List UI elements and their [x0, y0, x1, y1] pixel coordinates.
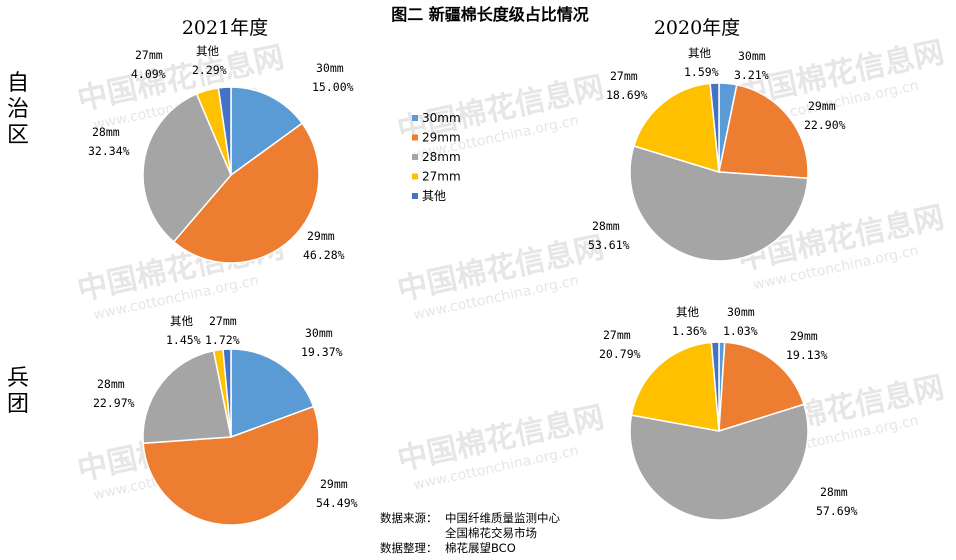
legend-entry: 29mm	[422, 131, 461, 145]
row-label-char: 治	[7, 97, 29, 122]
compiler-line: 棉花展望BCO	[445, 541, 516, 555]
slice-value-label: 32.34%	[88, 144, 130, 158]
slice-name-label: 28mm	[592, 219, 620, 233]
slice-value-label: 1.03%	[723, 324, 758, 338]
pie-chart: 30mm 15.00% 29mm 46.28% 28mm 32.34% 27mm 4.09% 其…	[88, 44, 354, 264]
slice-name-label: 30mm	[727, 305, 755, 319]
pie-slice	[172, 122, 320, 264]
slice-name-label: 27mm	[610, 69, 638, 83]
legend-swatch	[412, 193, 418, 199]
pie-charts: 30mm 15.00% 29mm 46.28% 28mm 32.34% 27mm 4.09% 其…	[88, 44, 858, 526]
source-note: 数据来源： 中国纤维质量监测中心 全国棉花交易市场 数据整理： 棉花展望BCO	[380, 511, 560, 555]
slice-name-label: 29mm	[307, 229, 335, 243]
pie-chart: 30mm 3.21% 29mm 22.90% 28mm 53.61% 27mm 18.69% 其…	[588, 46, 846, 262]
slice-name-label: 29mm	[320, 477, 348, 491]
slice-name-label: 29mm	[790, 329, 818, 343]
slice-value-label: 19.37%	[301, 345, 343, 359]
legend-entry: 30mm	[422, 111, 461, 125]
pie-chart: 30mm 19.37% 29mm 54.49% 28mm 22.97% 27mm 1.72% 其…	[93, 314, 358, 526]
row-label-autonomous-region: 自治区	[7, 71, 29, 148]
legend: 30mm 29mm 28mm 27mm 其他	[412, 111, 461, 203]
slice-name-label: 28mm	[97, 377, 125, 391]
slice-name-label: 27mm	[209, 314, 237, 328]
slice-name-label: 27mm	[603, 328, 631, 342]
slice-value-label: 57.69%	[816, 504, 858, 518]
slice-value-label: 4.09%	[131, 67, 166, 81]
pie-slice	[230, 348, 315, 439]
slice-value-label: 54.49%	[316, 496, 358, 510]
slice-value-label: 1.59%	[684, 65, 719, 79]
slice-name-label: 30mm	[738, 49, 766, 63]
slice-name-label: 28mm	[92, 125, 120, 139]
legend-swatch	[412, 115, 418, 121]
source-line-1: 中国纤维质量监测中心	[445, 511, 560, 525]
slice-name-label: 29mm	[808, 99, 836, 113]
legend-entry: 28mm	[422, 150, 461, 164]
pie-slice	[230, 86, 304, 177]
legend-swatch	[412, 173, 418, 180]
pie-slice	[632, 82, 720, 174]
slice-name-label: 30mm	[305, 326, 333, 340]
slice-value-label: 22.90%	[804, 118, 846, 132]
pie-slice	[142, 405, 320, 526]
slice-value-label: 1.72%	[205, 333, 240, 347]
slice-value-label: 20.79%	[599, 347, 641, 361]
row-label-char: 团	[7, 392, 29, 417]
pie-slice	[718, 83, 809, 180]
pie-slice	[217, 86, 232, 176]
slice-value-label: 53.61%	[588, 238, 630, 252]
pie-slice	[222, 348, 232, 438]
legend-swatch	[412, 154, 418, 160]
pie-slice	[710, 341, 720, 432]
source-label: 数据来源：	[380, 511, 438, 525]
slice-name-label: 27mm	[135, 48, 163, 62]
slice-name-label: 其他	[196, 44, 219, 58]
col-title-2020: 2020年度	[654, 17, 740, 39]
pie-slice	[142, 349, 232, 445]
row-label-char: 区	[7, 123, 29, 148]
legend-swatch	[412, 134, 418, 141]
slice-name-label: 28mm	[820, 485, 848, 499]
slice-name-label: 其他	[676, 305, 699, 319]
compiler-label: 数据整理：	[380, 541, 438, 555]
slice-value-label: 3.21%	[734, 68, 769, 82]
slice-value-label: 2.29%	[192, 63, 227, 77]
slice-value-label: 46.28%	[303, 248, 345, 262]
pie-chart: 30mm 1.03% 29mm 19.13% 28mm 57.69% 27mm 20.79% 其…	[599, 305, 858, 521]
legend-entry: 27mm	[422, 170, 461, 184]
slice-value-label: 15.00%	[312, 80, 354, 94]
pie-slice	[629, 403, 809, 521]
pie-slice	[142, 92, 232, 243]
slice-value-label: 1.45%	[166, 333, 201, 347]
row-label-corps: 兵团	[7, 366, 29, 417]
pie-slice	[630, 341, 720, 432]
slice-name-label: 其他	[170, 314, 193, 328]
col-title-2021: 2021年度	[182, 17, 268, 39]
slice-value-label: 18.69%	[606, 88, 648, 102]
row-label-char: 自	[7, 71, 29, 96]
source-line-2: 全国棉花交易市场	[445, 526, 537, 540]
chart-title: 图二 新疆棉长度级占比情况	[391, 5, 589, 24]
slice-value-label: 19.13%	[786, 348, 828, 362]
slice-value-label: 1.36%	[672, 324, 707, 338]
slice-name-label: 其他	[688, 46, 711, 60]
pie-slice	[709, 82, 720, 173]
pie-slice	[718, 341, 805, 433]
legend-entry: 其他	[422, 189, 446, 203]
slice-value-label: 22.97%	[93, 396, 135, 410]
slice-name-label: 30mm	[316, 61, 344, 75]
pie-slice	[629, 145, 809, 262]
row-label-char: 兵	[7, 366, 29, 391]
